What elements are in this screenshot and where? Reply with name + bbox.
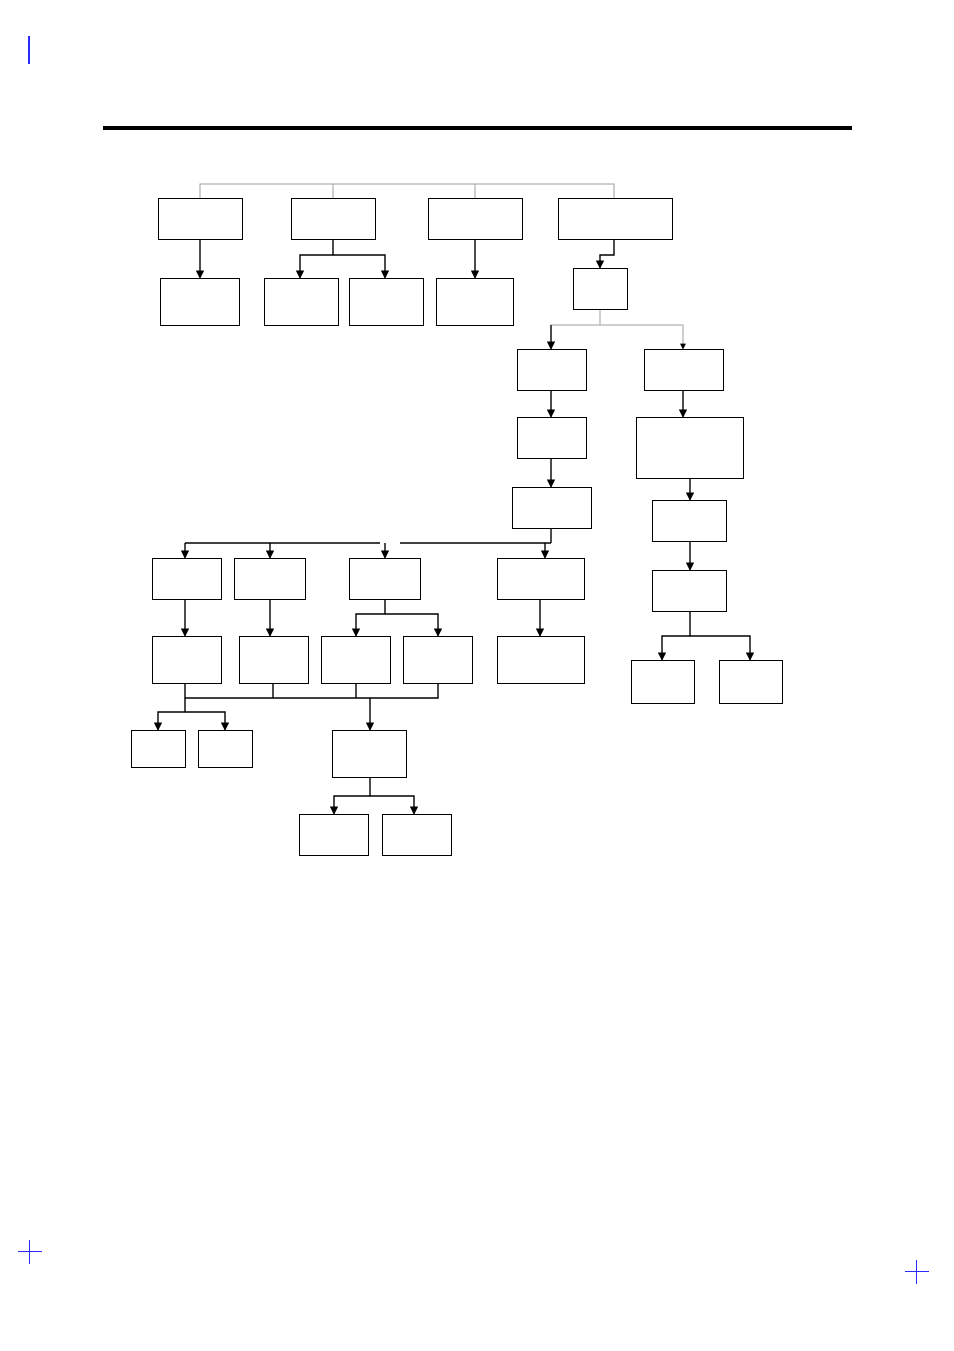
diagram-node bbox=[198, 730, 253, 768]
diagram-node bbox=[264, 278, 339, 326]
diagram-node bbox=[403, 636, 473, 684]
diagram-node bbox=[652, 500, 727, 542]
diagram-node bbox=[652, 570, 727, 612]
diagram-node bbox=[644, 349, 724, 391]
diagram-node bbox=[158, 198, 243, 240]
diagram-node bbox=[517, 417, 587, 459]
diagram-node bbox=[152, 636, 222, 684]
diagram-node bbox=[332, 730, 407, 778]
diagram-node bbox=[382, 814, 452, 856]
diagram-node bbox=[152, 558, 222, 600]
diagram-node bbox=[631, 660, 695, 704]
diagram-node bbox=[291, 198, 376, 240]
diagram-node bbox=[436, 278, 514, 326]
diagram-node bbox=[299, 814, 369, 856]
page-canvas: { "diagram": { "type": "flowchart", "bac… bbox=[0, 0, 954, 1351]
diagram-node bbox=[497, 558, 585, 600]
diagram-node bbox=[558, 198, 673, 240]
diagram-node bbox=[239, 636, 309, 684]
diagram-node bbox=[512, 487, 592, 529]
diagram-node bbox=[517, 349, 587, 391]
diagram-node bbox=[573, 268, 628, 310]
diagram-node bbox=[428, 198, 523, 240]
diagram-node bbox=[160, 278, 240, 326]
diagram-node bbox=[321, 636, 391, 684]
diagram-node bbox=[719, 660, 783, 704]
diagram-node bbox=[636, 417, 744, 479]
diagram-node bbox=[497, 636, 585, 684]
diagram-node bbox=[349, 278, 424, 326]
diagram-node bbox=[349, 558, 421, 600]
diagram-node bbox=[234, 558, 306, 600]
diagram-node bbox=[131, 730, 186, 768]
